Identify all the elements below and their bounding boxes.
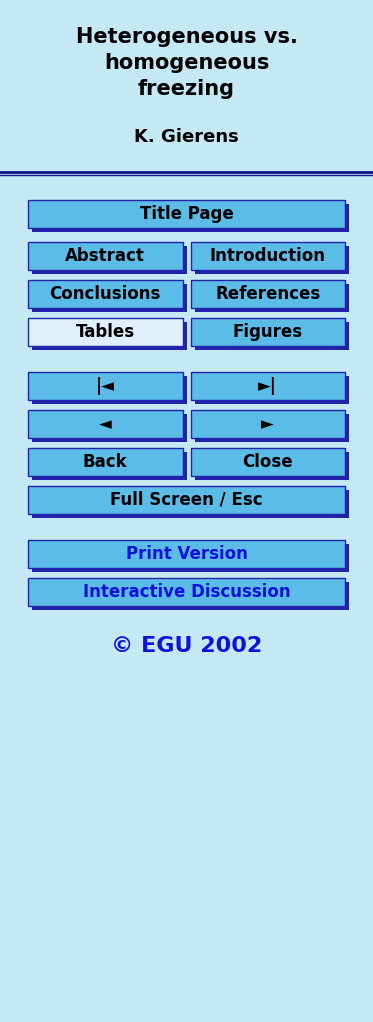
Text: Figures: Figures — [233, 323, 303, 341]
Text: References: References — [215, 285, 320, 303]
Text: freezing: freezing — [138, 79, 235, 99]
Bar — [191, 372, 345, 400]
Bar — [28, 448, 182, 476]
Bar — [28, 280, 182, 308]
Bar — [28, 200, 345, 228]
Bar — [191, 410, 345, 438]
Text: Title Page: Title Page — [140, 205, 233, 223]
Bar — [28, 372, 182, 400]
Bar — [32, 452, 187, 480]
Bar — [28, 242, 182, 270]
Bar — [191, 280, 345, 308]
Bar — [191, 318, 345, 346]
Text: Back: Back — [83, 453, 128, 471]
Text: homogeneous: homogeneous — [104, 53, 269, 73]
Bar — [32, 490, 349, 518]
Bar — [32, 376, 187, 404]
Text: |◄: |◄ — [96, 377, 115, 394]
Bar — [32, 284, 187, 312]
Bar — [28, 540, 345, 568]
Text: © EGU 2002: © EGU 2002 — [111, 636, 262, 656]
Bar — [194, 322, 349, 350]
Text: ►|: ►| — [258, 377, 277, 394]
Bar — [28, 318, 182, 346]
Text: Abstract: Abstract — [65, 247, 145, 265]
Bar — [194, 284, 349, 312]
Text: Introduction: Introduction — [210, 247, 326, 265]
Bar — [32, 582, 349, 610]
Text: Heterogeneous vs.: Heterogeneous vs. — [76, 27, 297, 47]
Text: Full Screen / Esc: Full Screen / Esc — [110, 491, 263, 509]
Bar — [194, 452, 349, 480]
Bar — [32, 204, 349, 232]
Bar — [191, 448, 345, 476]
Text: Tables: Tables — [76, 323, 135, 341]
Text: K. Gierens: K. Gierens — [134, 128, 239, 146]
Text: ◄: ◄ — [99, 415, 112, 433]
Text: Print Version: Print Version — [126, 545, 247, 563]
Bar — [32, 414, 187, 442]
Text: ►: ► — [261, 415, 274, 433]
Text: Close: Close — [242, 453, 293, 471]
Bar — [28, 486, 345, 514]
Bar — [28, 410, 182, 438]
Bar — [194, 246, 349, 274]
Bar — [32, 246, 187, 274]
Bar — [194, 376, 349, 404]
Text: Interactive Discussion: Interactive Discussion — [83, 583, 290, 601]
Bar — [32, 544, 349, 572]
Bar — [32, 322, 187, 350]
Bar — [191, 242, 345, 270]
Bar — [194, 414, 349, 442]
Text: Conclusions: Conclusions — [50, 285, 161, 303]
Bar — [28, 578, 345, 606]
